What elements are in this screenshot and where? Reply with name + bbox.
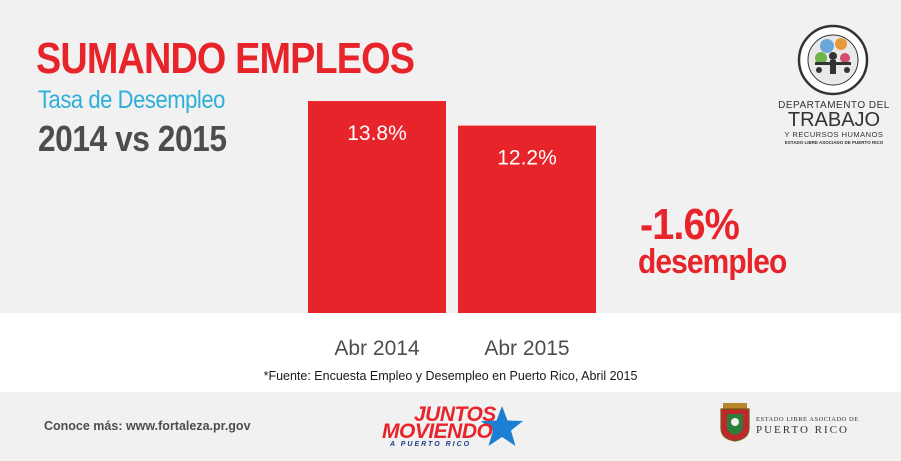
source-note: *Fuente: Encuesta Empleo y Desempleo en … <box>263 369 638 383</box>
coat-of-arms-icon <box>720 403 750 442</box>
campaign-line-1: JUNTOS <box>414 403 496 426</box>
bar-2 <box>458 125 596 313</box>
page-subtitle: Tasa de Desempleo <box>38 86 225 114</box>
campaign-line-3: A PUERTO RICO <box>390 441 472 448</box>
department-name-line-4: ESTADO LIBRE ASOCIADO DE PUERTO RICO <box>784 140 884 145</box>
star-icon <box>481 406 523 446</box>
comparison-period: 2014 vs 2015 <box>38 118 227 159</box>
government-name-line-1: ESTADO LIBRE ASOCIADO DE <box>756 416 859 423</box>
change-value: -1.6% <box>640 200 740 249</box>
department-name-line-1: DEPARTAMENTO DEL <box>778 100 890 111</box>
bar-value-label: 12.2% <box>497 147 557 170</box>
header-band <box>0 0 901 313</box>
campaign-logo: JUNTOS MOVIENDO A PUERTO RICO <box>380 403 526 451</box>
department-emblem-icon <box>797 24 869 96</box>
department-name-line-3: Y RECURSOS HUMANOS <box>784 130 884 139</box>
category-label: Abr 2015 <box>484 337 569 360</box>
bar-1 <box>308 101 446 313</box>
change-label: desempleo <box>638 243 787 281</box>
department-name-line-2: TRABAJO <box>787 109 881 131</box>
government-name-line-2: PUERTO RICO <box>756 424 849 436</box>
page-title: SUMANDO EMPLEOS <box>36 34 415 83</box>
footer-band <box>0 392 901 461</box>
bar-value-label: 13.8% <box>347 122 407 145</box>
campaign-line-2: MOVIENDO <box>382 420 493 443</box>
category-label: Abr 2014 <box>334 337 420 360</box>
footer-link[interactable]: Conoce más: www.fortaleza.pr.gov <box>44 419 251 433</box>
